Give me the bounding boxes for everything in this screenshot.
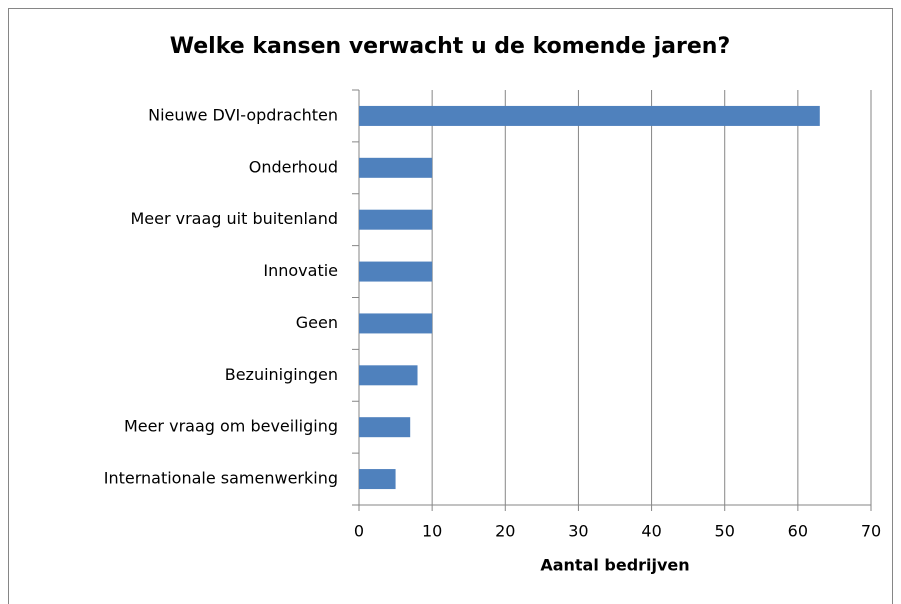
bar — [359, 157, 433, 178]
bar — [359, 209, 433, 230]
x-tick-label: 30 — [568, 522, 588, 541]
bar — [359, 469, 396, 490]
x-tick-label: 0 — [354, 522, 364, 541]
x-tick-label: 60 — [788, 522, 808, 541]
y-tick-label: Meer vraag om beveiliging — [124, 417, 338, 436]
x-axis-label: Aantal bedrijven — [540, 556, 689, 575]
y-tick-label: Innovatie — [263, 261, 338, 280]
y-tick-label: Internationale samenwerking — [104, 469, 338, 488]
y-tick-label: Bezuinigingen — [225, 365, 338, 384]
y-tick-label: Onderhoud — [249, 157, 338, 176]
x-tick-label: 70 — [861, 522, 881, 541]
x-tick-label: 20 — [495, 522, 515, 541]
bar — [359, 417, 411, 438]
bar — [359, 105, 820, 126]
x-tick-label: 40 — [641, 522, 661, 541]
y-tick-label: Nieuwe DVI-opdrachten — [148, 105, 338, 124]
bar — [359, 261, 433, 282]
y-tick-label: Geen — [296, 313, 338, 332]
chart-title: Welke kansen verwacht u de komende jaren… — [170, 34, 730, 59]
y-tick-label: Meer vraag uit buitenland — [130, 209, 338, 228]
bar — [359, 313, 433, 334]
x-tick-label: 10 — [422, 522, 442, 541]
chart-frame — [8, 8, 893, 604]
bar — [359, 365, 418, 386]
x-tick-label: 50 — [715, 522, 735, 541]
